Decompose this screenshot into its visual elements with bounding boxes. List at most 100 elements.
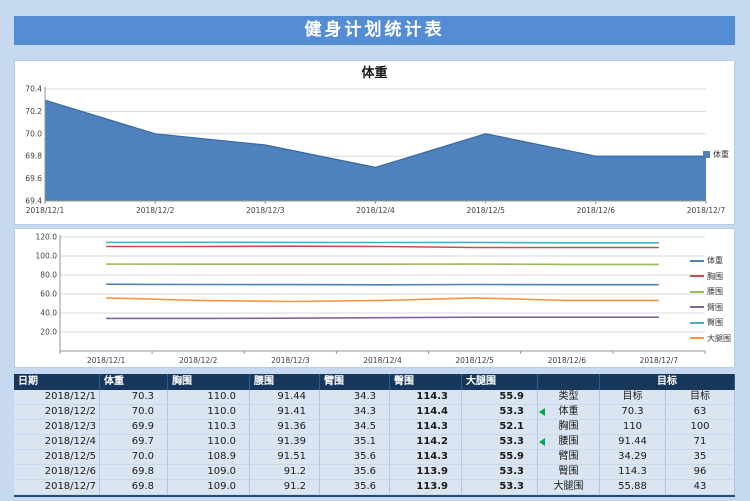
cell-date[interactable]: 2018/12/5: [14, 450, 100, 465]
cell-date[interactable]: 2018/12/3: [14, 420, 100, 435]
svg-text:70.4: 70.4: [25, 85, 42, 94]
cell-thigh[interactable]: 53.3: [462, 480, 538, 495]
cell-thigh[interactable]: 53.3: [462, 435, 538, 450]
cell-weight[interactable]: 69.8: [100, 465, 168, 480]
cell-waist[interactable]: 91.2: [250, 465, 320, 480]
cell-weight[interactable]: 70.3: [100, 390, 168, 405]
cell-hip[interactable]: 114.4: [390, 405, 462, 420]
legend-entry: 大腿围: [690, 333, 731, 344]
col-header-hip[interactable]: 臀围: [390, 374, 462, 390]
cell-weight[interactable]: 69.8: [100, 480, 168, 495]
cell-waist[interactable]: 91.51: [250, 450, 320, 465]
cell-waist[interactable]: 91.39: [250, 435, 320, 450]
cell-type[interactable]: 体重: [538, 405, 600, 420]
cell-target[interactable]: 100: [666, 420, 735, 435]
cell-goal[interactable]: 34.29: [600, 450, 666, 465]
svg-text:120.0: 120.0: [36, 233, 58, 242]
svg-text:2018/12/4: 2018/12/4: [363, 356, 402, 365]
cell-weight[interactable]: 69.9: [100, 420, 168, 435]
cell-weight[interactable]: 70.0: [100, 405, 168, 420]
cell-arm[interactable]: 35.6: [320, 450, 390, 465]
cell-hip[interactable]: 113.9: [390, 480, 462, 495]
cell-goal[interactable]: 91.44: [600, 435, 666, 450]
cell-type[interactable]: 臂围: [538, 450, 600, 465]
cell-arm[interactable]: 34.5: [320, 420, 390, 435]
cell-chest[interactable]: 110.3: [168, 420, 250, 435]
cell-date[interactable]: 2018/12/6: [14, 465, 100, 480]
cell-chest[interactable]: 108.9: [168, 450, 250, 465]
svg-text:60.0: 60.0: [40, 290, 57, 299]
cell-arm[interactable]: 35.6: [320, 465, 390, 480]
cell-hip[interactable]: 113.9: [390, 465, 462, 480]
cell-thigh[interactable]: 52.1: [462, 420, 538, 435]
svg-text:2018/12/7: 2018/12/7: [687, 206, 726, 215]
cell-waist[interactable]: 91.41: [250, 405, 320, 420]
cell-date[interactable]: 2018/12/2: [14, 405, 100, 420]
cell-chest[interactable]: 109.0: [168, 465, 250, 480]
cell-goal[interactable]: 55.88: [600, 480, 666, 495]
cell-goal[interactable]: 110: [600, 420, 666, 435]
cell-thigh[interactable]: 55.9: [462, 450, 538, 465]
svg-text:2018/12/3: 2018/12/3: [271, 356, 310, 365]
cell-waist[interactable]: 91.44: [250, 390, 320, 405]
cell-type[interactable]: 胸围: [538, 420, 600, 435]
col-header-arm[interactable]: 臂围: [320, 374, 390, 390]
legend-label: 腰围: [707, 287, 723, 296]
cell-chest[interactable]: 110.0: [168, 390, 250, 405]
col-header-waist[interactable]: 腰围: [250, 374, 320, 390]
cell-hip[interactable]: 114.3: [390, 420, 462, 435]
cell-type[interactable]: 臀围: [538, 465, 600, 480]
cell-date[interactable]: 2018/12/7: [14, 480, 100, 495]
cell-date[interactable]: 2018/12/4: [14, 435, 100, 450]
svg-text:69.6: 69.6: [25, 174, 42, 183]
cell-target[interactable]: 71: [666, 435, 735, 450]
measurements-line-chart[interactable]: 120.0 100.0 80.0 60.0 40.0 20.0 2018/12/1 2018/…: [14, 228, 735, 368]
cell-chest[interactable]: 110.0: [168, 435, 250, 450]
cell-target[interactable]: 35: [666, 450, 735, 465]
cell-thigh[interactable]: 53.3: [462, 465, 538, 480]
cell-chest[interactable]: 109.0: [168, 480, 250, 495]
cell-type[interactable]: 腰围: [538, 435, 600, 450]
cell-arm[interactable]: 34.3: [320, 390, 390, 405]
comment-marker-icon: [539, 408, 545, 416]
legend-entry: 体重: [690, 255, 731, 266]
cell-weight[interactable]: 70.0: [100, 450, 168, 465]
cell-target[interactable]: 目标: [666, 390, 735, 405]
svg-text:2018/12/7: 2018/12/7: [640, 356, 679, 365]
cell-target[interactable]: 96: [666, 465, 735, 480]
cell-hip[interactable]: 114.3: [390, 450, 462, 465]
svg-text:2018/12/6: 2018/12/6: [577, 206, 616, 215]
cell-target[interactable]: 43: [666, 480, 735, 495]
table-row: 2018/12/2 70.0 110.0 91.41 34.3 114.4 53.3 体重 70…: [14, 405, 735, 420]
area-chart-title: 体重: [361, 66, 388, 81]
table-row: 2018/12/5 70.0 108.9 91.51 35.6 114.3 55.9 臂围 34…: [14, 450, 735, 465]
cell-weight[interactable]: 69.7: [100, 435, 168, 450]
cell-date[interactable]: 2018/12/1: [14, 390, 100, 405]
cell-arm[interactable]: 35.6: [320, 480, 390, 495]
cell-type[interactable]: 类型: [538, 390, 600, 405]
cell-arm[interactable]: 34.3: [320, 405, 390, 420]
col-header-goal[interactable]: 目标: [600, 374, 735, 390]
cell-arm[interactable]: 35.1: [320, 435, 390, 450]
table-row: 2018/12/1 70.3 110.0 91.44 34.3 114.3 55.9 类型 目标…: [14, 390, 735, 405]
col-header-type[interactable]: [538, 374, 600, 390]
cell-type[interactable]: 大腿围: [538, 480, 600, 495]
cell-goal[interactable]: 目标: [600, 390, 666, 405]
col-header-thigh[interactable]: 大腿围: [462, 374, 538, 390]
cell-hip[interactable]: 114.2: [390, 435, 462, 450]
svg-text:80.0: 80.0: [40, 271, 57, 280]
cell-target[interactable]: 63: [666, 405, 735, 420]
col-header-date[interactable]: 日期: [14, 374, 100, 390]
cell-thigh[interactable]: 53.3: [462, 405, 538, 420]
cell-goal[interactable]: 70.3: [600, 405, 666, 420]
col-header-chest[interactable]: 胸围: [168, 374, 250, 390]
cell-hip[interactable]: 114.3: [390, 390, 462, 405]
cell-waist[interactable]: 91.36: [250, 420, 320, 435]
cell-waist[interactable]: 91.2: [250, 480, 320, 495]
cell-chest[interactable]: 110.0: [168, 405, 250, 420]
cell-thigh[interactable]: 55.9: [462, 390, 538, 405]
col-header-weight[interactable]: 体重: [100, 374, 168, 390]
weight-area-chart[interactable]: 体重 70.4 70.2 70.0 69.8 69.6 69.4 2018/12/1 2018…: [14, 60, 735, 225]
cell-goal[interactable]: 114.3: [600, 465, 666, 480]
table-row: 2018/12/7 69.8 109.0 91.2 35.6 113.9 53.3 大腿围 55…: [14, 480, 735, 495]
